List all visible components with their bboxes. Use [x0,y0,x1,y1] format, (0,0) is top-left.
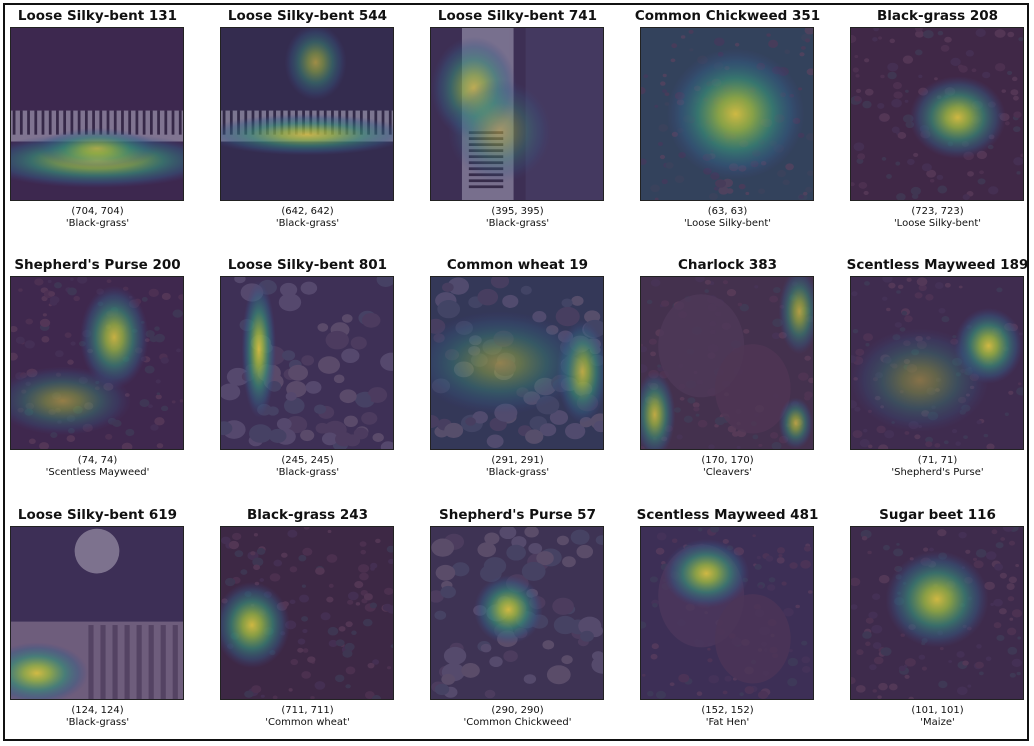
saliency-heatmap-image [850,276,1024,450]
panel-title: Loose Silky-bent 619 [17,507,178,523]
panel-title: Sugar beet 116 [879,507,996,523]
panel-coordinates: (170, 170) [701,455,754,466]
panel-predicted-label: 'Maize' [920,717,955,728]
panel-title: Loose Silky-bent 131 [17,8,178,24]
panel-title: Loose Silky-bent 544 [227,8,388,24]
panel-coordinates: (245, 245) [281,455,334,466]
panel-title: Common Chickweed 351 [634,8,821,24]
panel-predicted-label: 'Loose Silky-bent' [893,218,982,229]
panel-predicted-label: 'Cleavers' [703,467,752,478]
panel-coordinates: (711, 711) [281,705,334,716]
panel-predicted-label: 'Black-grass' [485,467,550,478]
panel-coordinates: (723, 723) [911,206,964,217]
panel: Loose Silky-bent 619 (124, 124) 'Black-gra… [0,502,200,742]
panel: Black-grass 208 (723, 723) 'Loose Silky-be… [835,3,1034,243]
panel: Scentless Mayweed 481 (152, 152) 'Fat Hen' [625,502,830,742]
panel-predicted-label: 'Common Chickweed' [463,717,572,728]
panel-predicted-label: 'Black-grass' [275,218,340,229]
saliency-heatmap-image [220,27,394,201]
panel-title: Loose Silky-bent 741 [437,8,598,24]
saliency-heatmap-image [640,526,814,700]
panel-coordinates: (290, 290) [491,705,544,716]
panel-title: Scentless Mayweed 189 [846,257,1029,273]
panel-coordinates: (71, 71) [917,455,958,466]
panel-title: Charlock 383 [677,257,778,273]
panel: Common wheat 19 (291, 291) 'Black-grass' [415,252,620,492]
panel-title: Scentless Mayweed 481 [636,507,819,523]
panel-predicted-label: 'Black-grass' [275,467,340,478]
panel: Common Chickweed 351 (63, 63) 'Loose Silky… [625,3,830,243]
panel-coordinates: (704, 704) [71,206,124,217]
panel: Shepherd's Purse 200 (74, 74) 'Scentless M… [0,252,200,492]
panel-coordinates: (395, 395) [491,206,544,217]
saliency-heatmap-image [640,27,814,201]
panel-predicted-label: 'Black-grass' [485,218,550,229]
panel-predicted-label: 'Shepherd's Purse' [891,467,984,478]
saliency-heatmap-image [220,276,394,450]
panel-coordinates: (74, 74) [77,455,118,466]
panel: Loose Silky-bent 544 (642, 642) 'Black-gra… [205,3,410,243]
panel-coordinates: (152, 152) [701,705,754,716]
figure-frame [3,3,1029,741]
panel: Black-grass 243 (711, 711) 'Common wheat' [205,502,410,742]
panel-coordinates: (101, 101) [911,705,964,716]
panel: Scentless Mayweed 189 (71, 71) 'Shepherd's… [835,252,1034,492]
panel-title: Shepherd's Purse 57 [439,507,596,523]
panel-predicted-label: 'Scentless Mayweed' [45,467,150,478]
panel: Charlock 383 (170, 170) 'Cleavers' [625,252,830,492]
panel-predicted-label: 'Black-grass' [65,218,130,229]
panel-predicted-label: 'Black-grass' [65,717,130,728]
saliency-heatmap-image [640,276,814,450]
saliency-heatmap-image [430,276,604,450]
saliency-heatmap-image [10,27,184,201]
saliency-heatmap-image [10,526,184,700]
panel-coordinates: (124, 124) [71,705,124,716]
saliency-heatmap-image [220,526,394,700]
saliency-heatmap-image [850,27,1024,201]
panel-coordinates: (642, 642) [281,206,334,217]
panel-coordinates: (63, 63) [707,206,748,217]
saliency-heatmap-image [430,27,604,201]
panel-title: Loose Silky-bent 801 [227,257,388,273]
panel-title: Black-grass 243 [247,507,368,523]
panel-predicted-label: 'Loose Silky-bent' [683,218,772,229]
panel-predicted-label: 'Fat Hen' [705,717,750,728]
panel: Loose Silky-bent 131 (704, 704) 'Black-gra… [0,3,200,243]
panel-title: Black-grass 208 [877,8,998,24]
panel: Sugar beet 116 (101, 101) 'Maize' [835,502,1034,742]
panel-title: Shepherd's Purse 200 [14,257,181,273]
panel-title: Common wheat 19 [446,257,589,273]
panel: Loose Silky-bent 801 (245, 245) 'Black-gra… [205,252,410,492]
saliency-heatmap-image [10,276,184,450]
saliency-heatmap-image [850,526,1024,700]
saliency-heatmap-image [430,526,604,700]
panel-predicted-label: 'Common wheat' [265,717,350,728]
panel-coordinates: (291, 291) [491,455,544,466]
panel: Shepherd's Purse 57 (290, 290) 'Common Chi… [415,502,620,742]
panel: Loose Silky-bent 741 (395, 395) 'Black-gra… [415,3,620,243]
